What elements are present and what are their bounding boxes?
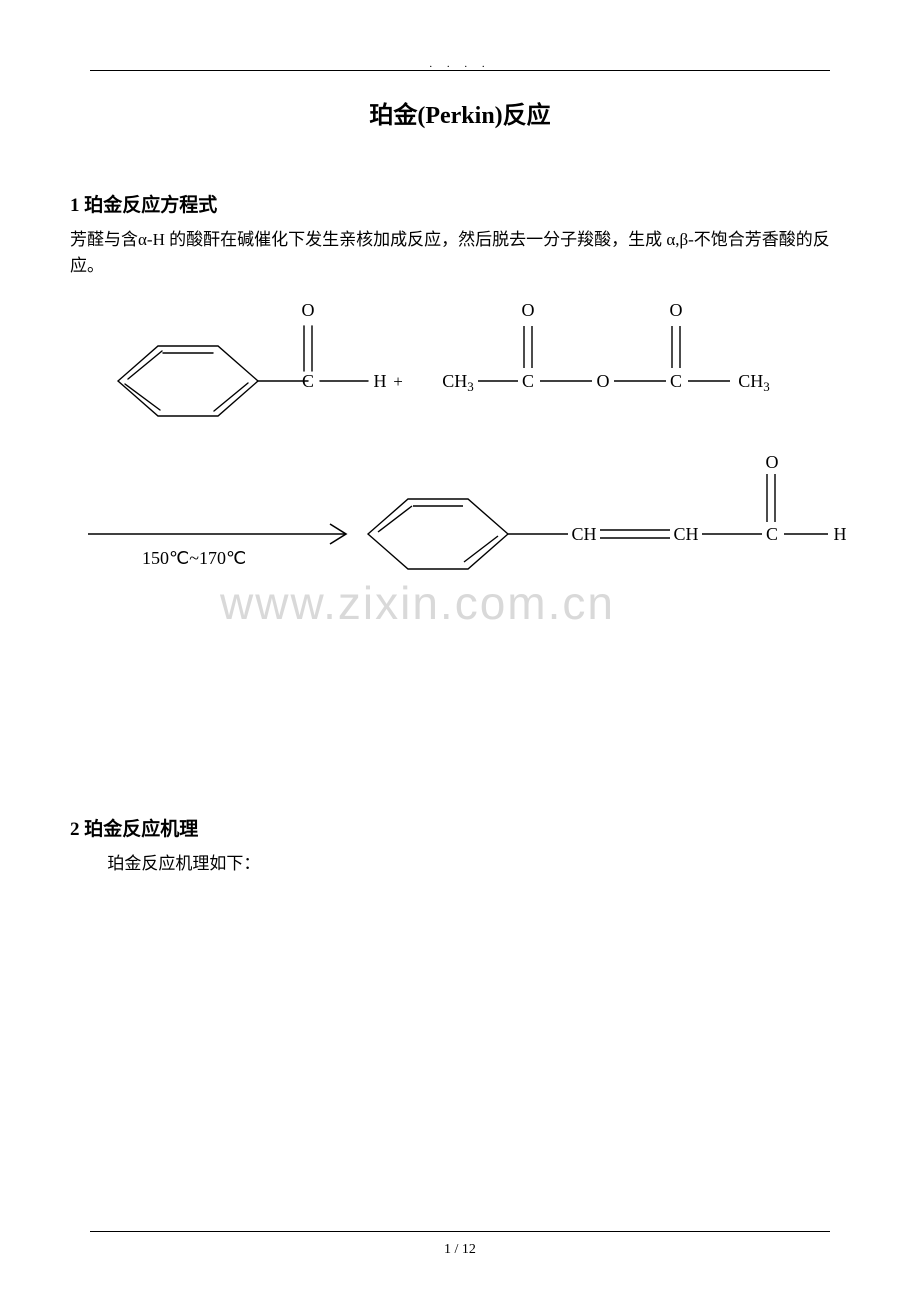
page: . . . . 珀金(Perkin)反应 1 珀金反应方程式 芳醛与含α-H 的… bbox=[0, 0, 920, 1302]
prod-CH1: CH bbox=[571, 524, 596, 544]
anh-CL: C bbox=[522, 371, 534, 391]
header-dots: . . . . bbox=[429, 58, 490, 70]
top-rule bbox=[90, 70, 830, 71]
section2-paragraph: 珀金反应机理如下： bbox=[70, 851, 850, 877]
anh-OL: O bbox=[522, 300, 535, 320]
prod-O: O bbox=[766, 452, 779, 472]
arrow-label: 150℃~170℃ bbox=[142, 548, 246, 568]
page-title: 珀金(Perkin)反应 bbox=[70, 95, 850, 130]
prod-C: C bbox=[766, 524, 778, 544]
benzaldehyde-ring bbox=[118, 346, 258, 416]
anh-Oc: O bbox=[597, 371, 610, 391]
prod-CH2: CH bbox=[673, 524, 698, 544]
spacer bbox=[70, 656, 850, 796]
prod-H: H bbox=[834, 524, 847, 544]
reaction-svg: O C H + bbox=[70, 286, 850, 646]
anh-CH3L: CH3 bbox=[442, 371, 474, 394]
reaction-diagram: O C H + bbox=[70, 286, 850, 646]
section1-heading: 1 珀金反应方程式 bbox=[70, 190, 850, 217]
anh-OR: O bbox=[670, 300, 683, 320]
benz-H: H bbox=[374, 371, 387, 391]
section1-paragraph: 芳醛与含α-H 的酸酐在碱催化下发生亲核加成反应，然后脱去一分子羧酸，生成 α,… bbox=[70, 227, 850, 280]
footer-rule bbox=[90, 1231, 830, 1232]
plus-sign: + bbox=[393, 372, 403, 391]
section2-heading: 2 珀金反应机理 bbox=[70, 814, 850, 841]
page-number: 1 / 12 bbox=[0, 1242, 920, 1258]
benz-C: C bbox=[302, 371, 314, 391]
anh-CR: C bbox=[670, 371, 682, 391]
benz-O: O bbox=[302, 300, 315, 320]
anh-CH3R: CH3 bbox=[738, 371, 770, 394]
